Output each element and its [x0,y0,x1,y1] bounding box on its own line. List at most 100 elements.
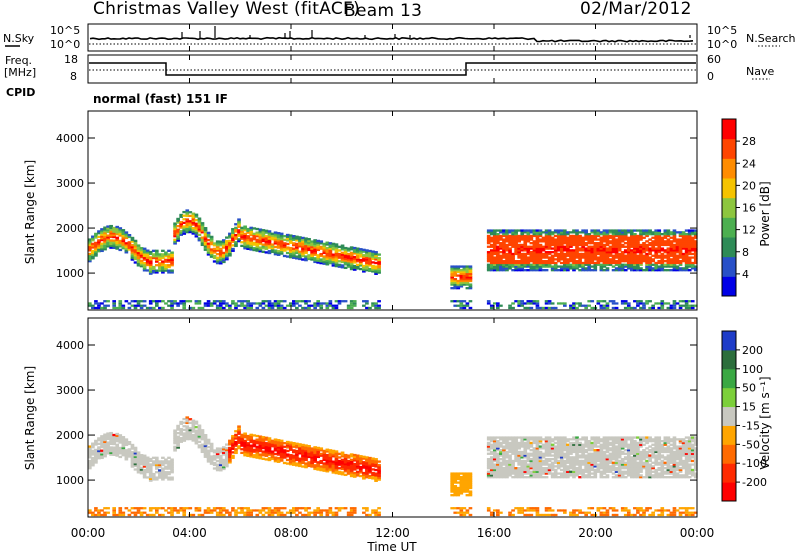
power-cell [660,269,665,272]
power-cell [231,249,235,252]
power-cell [124,242,129,245]
velocity-cell [569,447,573,450]
power-cell [687,252,692,256]
power-cell [240,235,244,239]
power-cell [170,304,174,307]
velocity-cell [249,511,254,514]
power-cell [657,249,662,252]
power-cell [623,249,628,252]
power-cell [243,243,247,246]
velocity-cell [486,445,491,448]
velocity-cell [276,507,281,510]
power-cell [617,240,622,243]
power-cell [279,300,284,303]
power-cell [502,256,506,259]
velocity-cell [566,476,570,479]
velocity-cell [508,458,512,461]
velocity-cell [100,513,104,517]
power-cell [167,256,171,260]
velocity-cell [292,511,296,514]
velocity-cell [517,454,521,457]
power-cell [523,236,528,239]
power-cell [578,254,582,257]
power-cell [575,245,579,248]
velocity-cell [526,438,531,441]
velocity-cell [221,462,226,465]
power-cell [584,238,588,241]
power-cell [544,256,549,259]
power-cell [602,300,607,303]
velocity-cell [316,450,321,453]
velocity-cell [301,460,305,463]
power-cell [550,242,555,245]
power-cell [133,250,138,253]
power-cell [517,300,521,303]
power-cell [218,254,223,258]
power-cell [623,260,628,263]
velocity-cell [590,449,595,452]
velocity-cell [279,441,284,444]
power-cell [267,251,272,255]
power-cell [103,233,107,237]
velocity-cell [304,451,308,454]
power-cell [572,229,576,232]
power-cell [319,242,324,245]
power-cell [243,247,247,250]
power-cell [529,300,534,303]
velocity-cell [292,458,296,461]
power-cell [103,246,107,249]
power-cell [489,267,494,270]
power-cell [325,259,330,262]
velocity-cell [374,474,378,477]
power-cell [587,260,592,263]
velocity-cell [541,467,546,470]
velocity-cell [261,452,266,455]
power-cell [130,256,135,259]
velocity-cell [121,448,126,451]
power-cell [158,255,162,258]
velocity-cell [127,442,132,446]
power-cell [578,240,582,243]
velocity-cell [547,513,552,517]
power-cell [529,229,534,232]
power-cell [639,256,643,259]
power-cell [279,252,284,255]
velocity-cell [572,468,576,472]
power-cell [459,306,464,310]
power-cell [179,213,183,217]
power-cell [255,235,260,238]
power-cell [231,228,235,231]
velocity-cell [331,449,336,453]
velocity-cell [154,511,159,514]
velocity-cell [228,511,232,514]
power-cell [88,252,92,256]
velocity-cell [453,474,458,477]
power-cell [362,254,366,257]
power-cell [359,258,363,262]
velocity-cell [523,441,528,445]
power-cell [529,256,534,259]
velocity-cell [182,435,187,439]
velocity-cell [520,467,525,470]
power-cell [182,230,187,234]
power-cell [520,300,525,303]
power-cell [203,245,208,248]
velocity-cell [559,436,564,439]
power-cell [255,238,260,241]
power-cell [133,246,138,250]
velocity-cell [538,474,543,477]
power-cell [486,300,491,303]
velocity-cell [161,460,165,463]
power-cell [626,258,631,261]
power-cell [145,253,150,256]
power-cell [639,263,643,266]
power-cell [261,243,266,246]
velocity-cell [307,464,311,468]
power-cell [596,229,601,232]
power-cell [118,230,123,234]
power-cell [316,241,321,244]
velocity-cell [587,474,592,477]
power-cell [368,260,372,263]
power-cell [343,266,348,270]
power-cell [663,233,668,236]
